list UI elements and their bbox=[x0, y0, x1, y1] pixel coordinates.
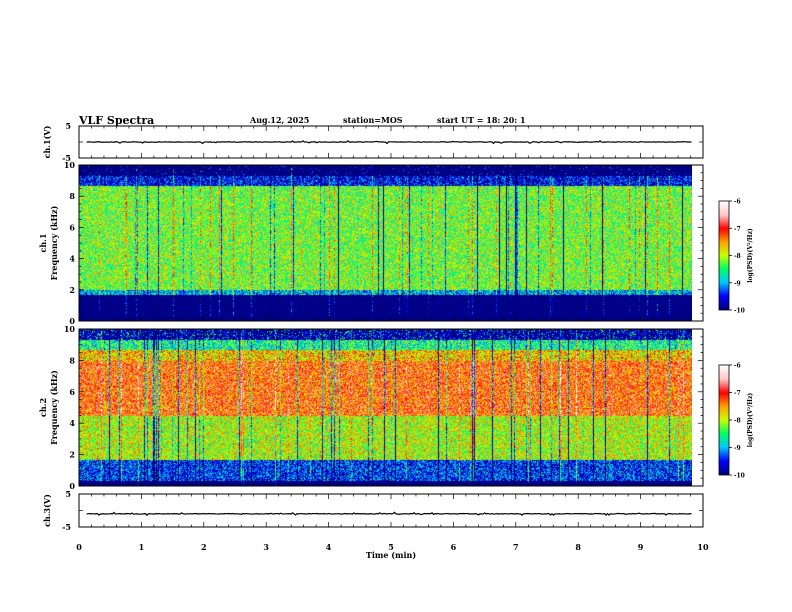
ch2-spectrogram-y-tick-label: 4 bbox=[69, 418, 75, 428]
ch1-colorbar-tick-label: -8 bbox=[734, 253, 741, 260]
ch3-waveform-y-tick-label: -5 bbox=[62, 522, 71, 532]
ch1-waveform-y-tick-label: 5 bbox=[65, 121, 71, 131]
date-label: Aug.12, 2025 bbox=[250, 115, 310, 125]
axes-layer: -6 -7 -8 -9 -10 log(PSD)(V²/Hz) -6 -7 -8 -9 -10 log… bbox=[38, 121, 754, 560]
x-tick-label: 6 bbox=[451, 542, 457, 552]
ch2-spectrogram-y-tick-label: 8 bbox=[69, 355, 75, 365]
ch3-waveform-y-tick-label: 5 bbox=[65, 489, 71, 499]
ch1-colorbar-tick-label: -9 bbox=[734, 280, 741, 287]
x-axis-label: Time (min) bbox=[366, 550, 416, 560]
ch3-waveform-y-label: ch.3(V) bbox=[42, 494, 52, 527]
ch2-colorbar-label: log(PSD)(V²/Hz) bbox=[747, 393, 754, 448]
station-label: station=MOS bbox=[343, 115, 403, 125]
ch1-colorbar-tick-label: -6 bbox=[734, 199, 741, 206]
start-time-label: start UT = 18: 20: 1 bbox=[437, 115, 526, 125]
ch1-colorbar-label: log(PSD)(V²/Hz) bbox=[747, 228, 754, 283]
ch2-spectrogram-y-tick-label: 6 bbox=[69, 387, 75, 397]
ch2-colorbar-gradient bbox=[719, 365, 729, 475]
ch1-spectrogram-y-tick-label: 2 bbox=[69, 285, 75, 295]
ch2-spectrogram-frequency-label: Frequency (kHz) bbox=[49, 370, 59, 445]
ch2-spectrogram-y-tick-label: 2 bbox=[69, 450, 75, 460]
x-tick-label: 1 bbox=[139, 542, 145, 552]
x-tick-label: 8 bbox=[575, 542, 581, 552]
x-tick-label: 3 bbox=[263, 542, 269, 552]
ch2-colorbar-tick-label: -7 bbox=[734, 390, 741, 397]
x-tick-label: 2 bbox=[201, 542, 207, 552]
ch1-waveform-trace bbox=[86, 140, 692, 145]
ch1-colorbar-gradient bbox=[719, 201, 729, 310]
ch2-spectrogram-image bbox=[79, 329, 692, 486]
x-tick-label: 7 bbox=[513, 542, 519, 552]
ch2-colorbar-tick-label: -6 bbox=[734, 363, 741, 370]
ch1-spectrogram-y-tick-label: 4 bbox=[69, 254, 75, 264]
ch1-spectrogram-y-tick-label: 0 bbox=[69, 316, 75, 326]
x-tick-label: 5 bbox=[388, 542, 394, 552]
ch1-spectrogram-y-tick-label: 8 bbox=[69, 191, 75, 201]
ch2-spectrogram-y-tick-label: 0 bbox=[69, 481, 75, 491]
ch1-waveform-y-tick-label: -5 bbox=[62, 153, 71, 163]
ch2-spectrogram-channel-label: ch.2 bbox=[38, 398, 48, 417]
ch1-spectrogram-channel-label: ch.1 bbox=[38, 233, 48, 252]
x-tick-label: 4 bbox=[326, 542, 332, 552]
ch1-spectrogram-image bbox=[79, 165, 692, 321]
ch2-colorbar-tick-label: -9 bbox=[734, 445, 741, 452]
x-tick-label: 9 bbox=[638, 542, 644, 552]
ch2-colorbar-tick-label: -10 bbox=[734, 473, 745, 480]
ch1-spectrogram-frequency-label: Frequency (kHz) bbox=[49, 205, 59, 280]
ch1-spectrogram-y-tick-label: 6 bbox=[69, 222, 75, 232]
ch3-waveform-trace bbox=[86, 511, 692, 517]
ch1-colorbar-tick-label: -10 bbox=[734, 308, 745, 315]
x-tick-label: 0 bbox=[76, 542, 82, 552]
ch1-colorbar-tick-label: -7 bbox=[734, 226, 741, 233]
plot-title: VLF Spectra bbox=[79, 114, 155, 127]
spectrogram-layer bbox=[79, 165, 729, 486]
ch2-spectrogram-y-tick-label: 10 bbox=[64, 324, 76, 334]
ch1-waveform-y-label: ch.1(V) bbox=[42, 125, 52, 158]
x-tick-label: 10 bbox=[697, 542, 709, 552]
ch1-spectrogram-y-tick-label: 10 bbox=[64, 160, 76, 170]
ch2-colorbar-tick-label: -8 bbox=[734, 418, 741, 425]
